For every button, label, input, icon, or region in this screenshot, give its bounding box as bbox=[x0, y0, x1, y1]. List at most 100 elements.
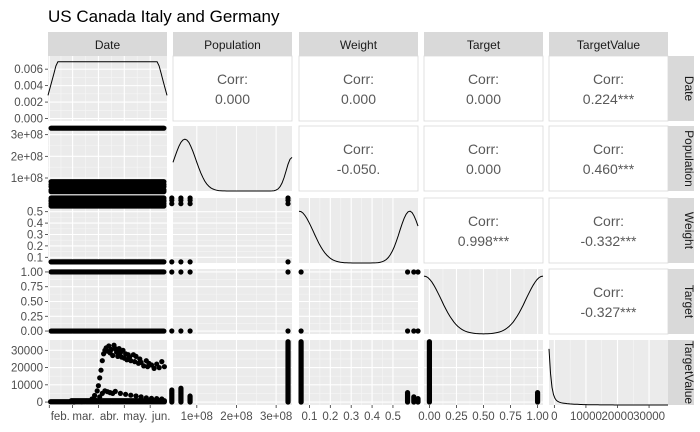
scatter-point bbox=[187, 259, 193, 265]
corr-panel-border bbox=[298, 125, 419, 192]
panel-target-target bbox=[423, 269, 544, 335]
panel-targetvalue-weight bbox=[298, 339, 421, 405]
corr-value: -0.332*** bbox=[580, 233, 637, 249]
scatter-point bbox=[128, 392, 134, 398]
scatter-point bbox=[116, 346, 122, 352]
panel-population-population bbox=[172, 126, 293, 192]
scatter-point bbox=[133, 393, 139, 399]
panel-weight-weight bbox=[298, 198, 419, 264]
panel-background bbox=[48, 56, 167, 121]
scatter-point bbox=[415, 328, 421, 334]
x-tick-label-weight: 0.1 bbox=[301, 411, 317, 423]
scatter-point bbox=[169, 328, 175, 334]
panel-population-weight: Corr: -0.050. bbox=[298, 125, 419, 192]
strip-top-label-target: Target bbox=[467, 38, 501, 52]
panel-date-date bbox=[47, 56, 168, 121]
density-curve bbox=[47, 61, 168, 96]
strip-top-targetvalue bbox=[549, 32, 668, 56]
scatter-point bbox=[94, 388, 100, 394]
y-tick-label-weight: 0.4 bbox=[27, 218, 44, 230]
scatter-point bbox=[178, 259, 184, 265]
x-tick-label-target: 0.75 bbox=[499, 411, 521, 423]
y-tick-label-population: 1e+08 bbox=[11, 173, 43, 185]
scatter-point bbox=[133, 353, 139, 359]
panel-background bbox=[299, 198, 418, 263]
strip-top-label-targetvalue: TargetValue bbox=[577, 38, 640, 52]
y-tick-label-population: 3e+08 bbox=[11, 130, 43, 142]
panel-background bbox=[299, 340, 418, 405]
scatter-point bbox=[112, 388, 118, 394]
corr-panel-border bbox=[548, 268, 669, 335]
panel-date-targetvalue: Corr: 0.224*** bbox=[548, 55, 669, 122]
panel-weight-target: Corr: 0.998*** bbox=[423, 197, 544, 264]
corr-label: Corr: bbox=[468, 71, 499, 87]
strip-top-date bbox=[48, 32, 167, 56]
x-tick-label-target: 0.50 bbox=[472, 411, 494, 423]
x-tick-label-date: may. bbox=[123, 411, 147, 423]
strip-right-target bbox=[668, 269, 694, 334]
y-tick-label-population: 2e+08 bbox=[11, 151, 43, 163]
scatter-point bbox=[285, 328, 291, 334]
panel-targetvalue-population bbox=[169, 339, 292, 405]
scatter-point bbox=[187, 328, 193, 334]
corr-label: Corr: bbox=[468, 141, 499, 157]
scatter-point bbox=[98, 367, 104, 373]
y-tick-label-weight: 0.3 bbox=[27, 229, 43, 241]
y-tick-label-targetvalue: 30000 bbox=[11, 345, 43, 357]
x-tick-label-date: mar. bbox=[72, 411, 94, 423]
scatter-point bbox=[110, 352, 116, 359]
strip-right-population bbox=[668, 126, 694, 191]
corr-value: 0.460*** bbox=[583, 161, 635, 177]
scatter-point bbox=[128, 358, 134, 364]
corr-value: -0.050. bbox=[337, 161, 381, 177]
scatter-point bbox=[405, 328, 411, 334]
corr-label: Corr: bbox=[593, 213, 624, 229]
corr-label: Corr: bbox=[593, 284, 624, 300]
corr-value: 0.000 bbox=[341, 91, 376, 107]
strip-top-label-population: Population bbox=[204, 38, 261, 52]
corr-label: Corr: bbox=[593, 71, 624, 87]
scatter-point bbox=[95, 383, 101, 389]
scatter-point bbox=[156, 365, 162, 371]
y-tick-label-targetvalue: 0 bbox=[37, 397, 43, 409]
x-tick-label-targetvalue: 10000 bbox=[570, 411, 602, 423]
panel-population-targetvalue: Corr: 0.460*** bbox=[548, 125, 669, 192]
x-tick-label-target: 1.00 bbox=[526, 411, 548, 423]
scatter-point bbox=[117, 390, 123, 396]
x-tick-label-targetvalue: 0 bbox=[551, 411, 557, 423]
y-tick-label-targetvalue: 20000 bbox=[11, 363, 43, 375]
scatter-point bbox=[123, 391, 129, 397]
scatter-point bbox=[298, 328, 304, 334]
scatter-point bbox=[169, 195, 175, 201]
strip-top-target bbox=[424, 32, 543, 56]
x-tick-label-population: 2e+08 bbox=[220, 411, 252, 423]
strip-right-label-targetvalue: TargetValue bbox=[682, 341, 696, 404]
scatter-point bbox=[298, 269, 304, 275]
scatter-point bbox=[92, 392, 98, 399]
panel-grid: Corr: 0.000 Corr: 0.000 Corr: 0.000 Corr: 0.224… bbox=[47, 55, 669, 406]
panel-background bbox=[173, 198, 292, 263]
scatter-point bbox=[178, 195, 184, 201]
corr-label: Corr: bbox=[343, 141, 374, 157]
scatter-point bbox=[285, 195, 291, 201]
x-tick-label-date: feb. bbox=[51, 411, 70, 423]
strip-right-weight bbox=[668, 198, 694, 263]
corr-value: 0.000 bbox=[466, 161, 501, 177]
strip-right-label-population: Population bbox=[682, 130, 696, 187]
strip-top-label-weight: Weight bbox=[340, 38, 378, 52]
panel-weight-date bbox=[48, 195, 167, 265]
y-tick-label-target: 1.00 bbox=[21, 267, 43, 279]
strip-right-label-date: Date bbox=[682, 76, 696, 102]
corr-label: Corr: bbox=[468, 213, 499, 229]
corr-panel-border bbox=[172, 55, 293, 122]
density-curve bbox=[423, 275, 544, 335]
panel-weight-population bbox=[169, 195, 292, 265]
panel-targetvalue-targetvalue bbox=[548, 340, 668, 406]
strip-top-population bbox=[173, 32, 292, 56]
scatter-point bbox=[405, 269, 411, 275]
panel-target-targetvalue: Corr: -0.327*** bbox=[548, 268, 669, 335]
corr-panel-border bbox=[548, 55, 669, 122]
corr-panel-border bbox=[423, 197, 544, 264]
scatter-point bbox=[415, 269, 421, 275]
